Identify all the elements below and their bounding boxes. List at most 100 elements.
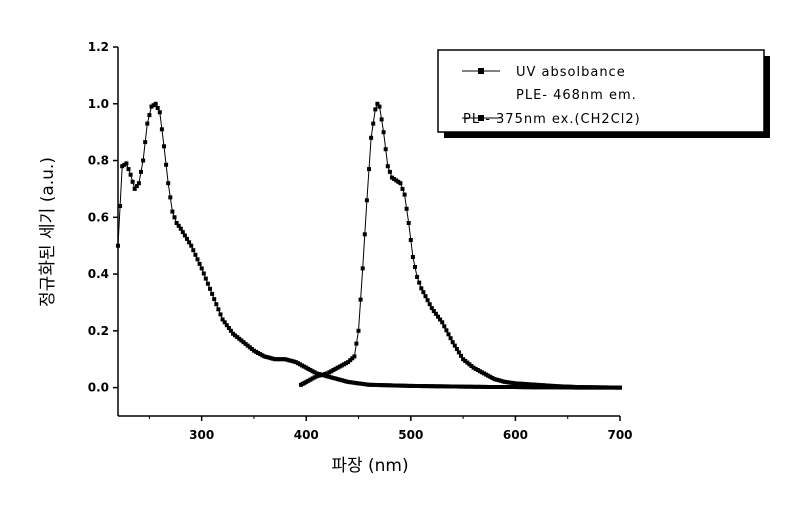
data-point [127, 167, 131, 171]
data-point [168, 195, 172, 199]
data-point [214, 302, 218, 306]
data-point [191, 248, 195, 252]
y-tick-label: 0.2 [88, 324, 109, 338]
data-point [193, 253, 197, 257]
x-tick-label: 600 [503, 428, 528, 442]
legend-label-ple: PLE- 468nm em. [516, 88, 637, 103]
x-tick-label: 400 [294, 428, 319, 442]
data-point [367, 167, 371, 171]
series-line-1 [301, 104, 620, 388]
data-point [378, 105, 382, 109]
data-point [369, 136, 373, 140]
legend: UV absolbance PLE- 468nm em. PL - 375nm … [438, 50, 770, 138]
data-point [447, 332, 451, 336]
data-point [426, 298, 430, 302]
y-tick-label: 0.4 [88, 267, 109, 281]
data-point [352, 354, 356, 358]
plot-series [116, 102, 622, 390]
data-point [164, 163, 168, 167]
data-point [405, 207, 409, 211]
data-point [359, 298, 363, 302]
data-point [421, 290, 425, 294]
data-point [202, 272, 206, 276]
x-tick-label: 300 [189, 428, 214, 442]
data-point [363, 232, 367, 236]
data-point [371, 122, 375, 126]
x-tick-label: 500 [398, 428, 423, 442]
data-point [198, 262, 202, 266]
data-point [204, 277, 208, 281]
data-point [139, 170, 143, 174]
data-point [210, 292, 214, 296]
data-point [361, 266, 365, 270]
data-point [145, 122, 149, 126]
data-point [440, 320, 444, 324]
data-point [401, 187, 405, 191]
data-point [116, 244, 120, 248]
data-point [147, 113, 151, 117]
data-point [618, 386, 622, 390]
data-point [449, 336, 453, 340]
data-point [411, 255, 415, 259]
data-point [428, 302, 432, 306]
data-point [156, 106, 160, 110]
data-point [196, 257, 200, 261]
data-point [216, 307, 220, 311]
data-point [118, 204, 122, 208]
y-tick-label: 0.8 [88, 154, 109, 168]
data-point [382, 130, 386, 134]
data-point [206, 282, 210, 286]
legend-label-uv: UV absolbance [516, 65, 626, 80]
data-point [170, 210, 174, 214]
legend-label-pl: PL - 375nm ex.(CH2Cl2) [463, 112, 641, 127]
data-point [166, 181, 170, 185]
y-tick-label: 1.0 [88, 97, 109, 111]
series-line-0 [118, 104, 620, 388]
data-point [403, 193, 407, 197]
data-point [373, 107, 377, 111]
data-point [388, 170, 392, 174]
data-point [459, 354, 463, 358]
data-point [162, 144, 166, 148]
data-point [208, 287, 212, 291]
data-point [124, 161, 128, 165]
data-point [173, 215, 177, 219]
x-axis-title: 파장 (nm) [331, 456, 408, 476]
data-point [424, 294, 428, 298]
data-point [131, 180, 135, 184]
data-point [212, 297, 216, 301]
x-tick-label: 700 [607, 428, 632, 442]
data-point [380, 117, 384, 121]
data-point [365, 198, 369, 202]
data-point [219, 312, 223, 316]
data-point [179, 227, 183, 231]
data-point [384, 147, 388, 151]
data-point [189, 244, 193, 248]
y-tick-label: 0.6 [88, 210, 109, 224]
data-point [143, 140, 147, 144]
data-point [407, 221, 411, 225]
data-point [154, 102, 158, 106]
data-point [413, 265, 417, 269]
y-axis-title: 정규화된 세기 (a.u.) [38, 157, 58, 307]
data-point [354, 342, 358, 346]
data-point [417, 281, 421, 285]
data-point [158, 110, 162, 114]
data-point [357, 329, 361, 333]
data-point [415, 275, 419, 279]
data-point [141, 159, 145, 163]
y-tick-label: 0.0 [88, 381, 109, 395]
data-point [129, 173, 133, 177]
data-point [398, 181, 402, 185]
data-point [200, 266, 204, 270]
data-point [185, 237, 189, 241]
data-point [444, 328, 448, 332]
data-point [137, 181, 141, 185]
data-point [409, 238, 413, 242]
data-point [419, 286, 423, 290]
data-point [442, 324, 446, 328]
data-point [160, 127, 164, 131]
data-point [386, 164, 390, 168]
y-tick-label: 1.2 [88, 40, 109, 54]
